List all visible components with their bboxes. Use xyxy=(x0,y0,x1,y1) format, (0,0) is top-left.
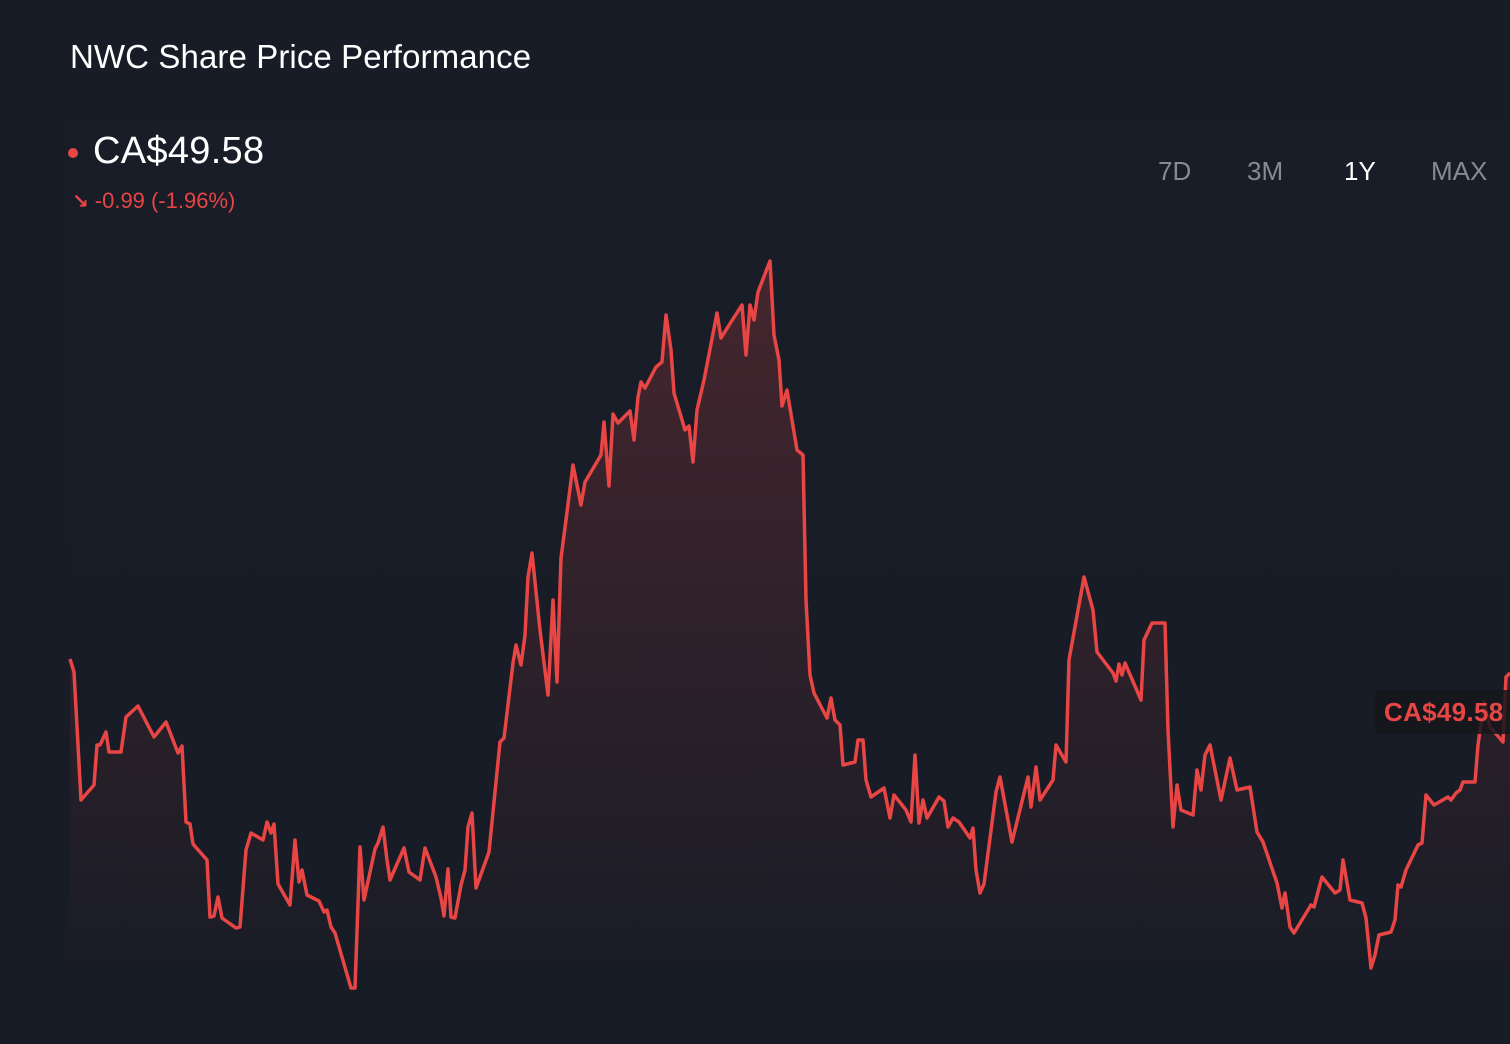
range-1y[interactable]: 1Y xyxy=(1344,156,1376,186)
current-price-row: CA$49.58 xyxy=(68,130,264,173)
price-line xyxy=(68,259,1510,990)
range-7d[interactable]: 7D xyxy=(1158,156,1192,186)
last-price-label: CA$49.58 xyxy=(1374,690,1510,734)
time-range-selector: 7D 3M 1Y MAX xyxy=(1130,156,1510,190)
range-3m[interactable]: 3M xyxy=(1247,156,1284,186)
series-dot-icon xyxy=(68,147,78,158)
price-change-row: ↘ -0.99 (-1.96%) xyxy=(72,188,235,214)
price-area-fill xyxy=(70,261,1510,1044)
price-change: -0.99 (-1.96%) xyxy=(94,188,236,213)
range-max[interactable]: MAX xyxy=(1431,156,1488,186)
page-title: NWC Share Price Performance xyxy=(70,38,532,75)
current-price: CA$49.58 xyxy=(93,130,265,172)
arrow-down-right-icon: ↘ xyxy=(72,190,89,213)
